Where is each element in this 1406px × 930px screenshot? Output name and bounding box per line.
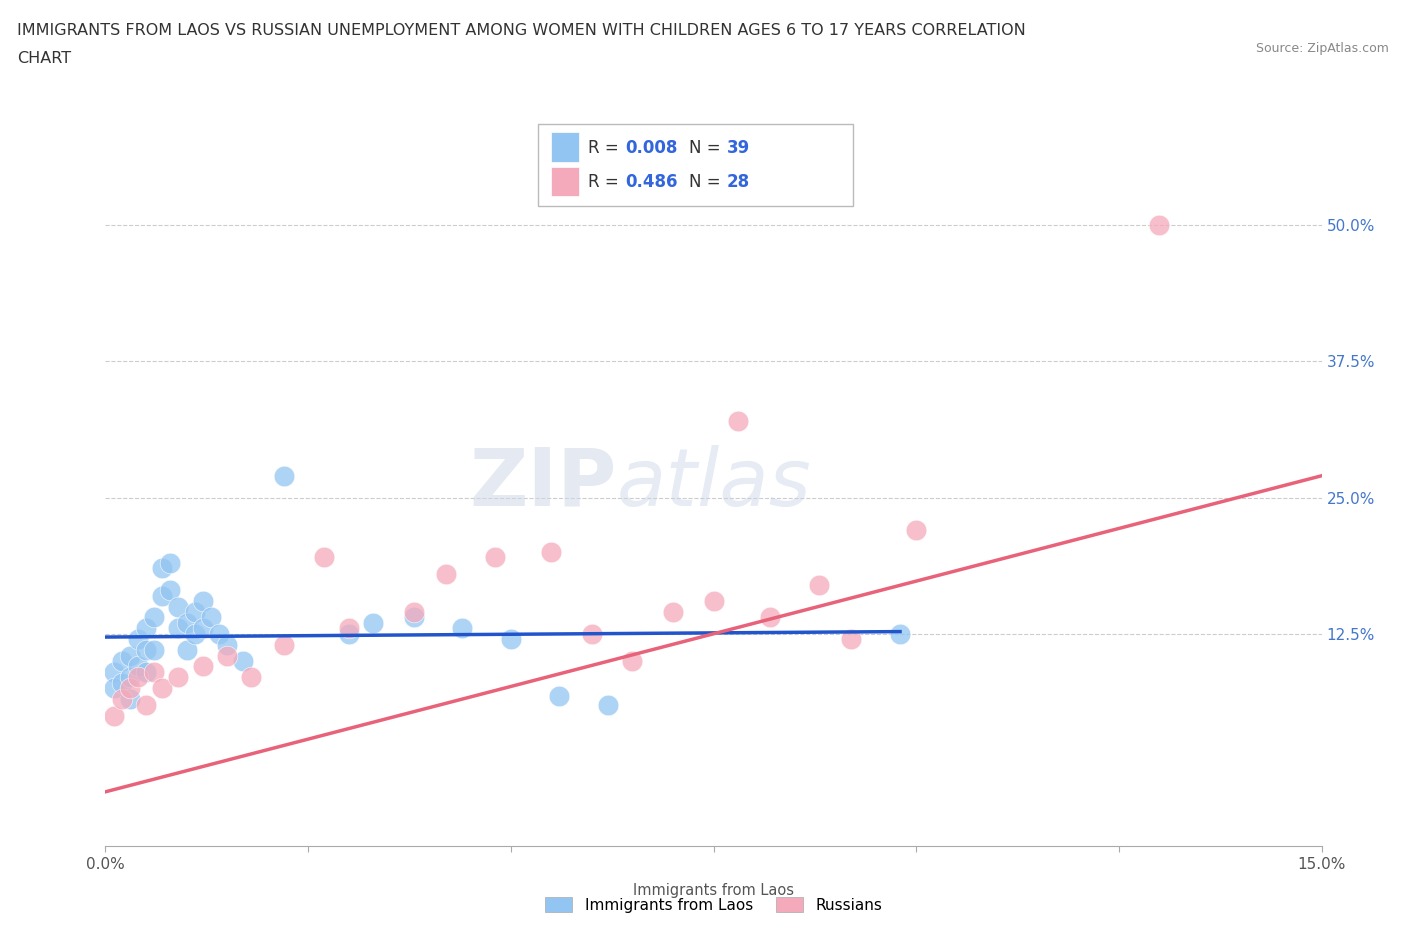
Point	[183, 604, 205, 619]
Point	[103, 681, 125, 696]
Point	[150, 561, 173, 576]
Point	[905, 523, 928, 538]
Point	[191, 659, 214, 674]
Text: N =: N =	[689, 174, 725, 192]
Point	[217, 637, 239, 652]
Point	[118, 681, 141, 696]
Text: 28: 28	[727, 174, 749, 192]
Point	[167, 670, 190, 684]
Point	[191, 621, 214, 636]
Point	[402, 610, 425, 625]
Point	[232, 654, 254, 669]
Point	[841, 631, 863, 646]
Point	[621, 654, 644, 669]
Point	[314, 550, 336, 565]
Point	[451, 621, 474, 636]
Point	[200, 610, 222, 625]
Point	[135, 698, 157, 712]
Point	[540, 545, 562, 560]
Point	[1149, 218, 1171, 232]
Point	[143, 665, 166, 680]
Point	[208, 626, 231, 641]
Point	[127, 659, 149, 674]
Point	[118, 692, 141, 707]
Point	[807, 578, 830, 592]
Text: atlas: atlas	[616, 445, 811, 523]
Point	[598, 698, 620, 712]
Point	[150, 681, 173, 696]
Point	[273, 469, 295, 484]
Text: 0.486: 0.486	[626, 174, 678, 192]
Point	[176, 616, 198, 631]
Point	[191, 593, 214, 608]
Point	[240, 670, 263, 684]
Point	[118, 670, 141, 684]
Point	[759, 610, 782, 625]
Point	[662, 604, 685, 619]
Point	[111, 675, 134, 690]
Text: 0.008: 0.008	[626, 139, 678, 156]
Text: R =: R =	[588, 174, 624, 192]
Point	[337, 626, 360, 641]
Point	[727, 414, 749, 429]
Point	[167, 621, 190, 636]
Point	[402, 604, 425, 619]
Point	[135, 665, 157, 680]
Point	[159, 555, 181, 570]
Point	[273, 637, 295, 652]
Point	[111, 692, 134, 707]
Text: Source: ZipAtlas.com: Source: ZipAtlas.com	[1256, 42, 1389, 55]
Point	[167, 599, 190, 614]
Point	[118, 648, 141, 663]
Text: ZIP: ZIP	[470, 445, 616, 523]
Point	[111, 654, 134, 669]
Point	[135, 643, 157, 658]
Text: R =: R =	[588, 139, 624, 156]
X-axis label: Immigrants from Laos: Immigrants from Laos	[633, 883, 794, 897]
Point	[103, 665, 125, 680]
Point	[159, 583, 181, 598]
Point	[581, 626, 603, 641]
Point	[548, 688, 571, 703]
Point	[702, 593, 725, 608]
Point	[434, 566, 457, 581]
Point	[183, 626, 205, 641]
Point	[499, 631, 522, 646]
Text: 39: 39	[727, 139, 751, 156]
Point	[361, 616, 384, 631]
Text: IMMIGRANTS FROM LAOS VS RUSSIAN UNEMPLOYMENT AMONG WOMEN WITH CHILDREN AGES 6 TO: IMMIGRANTS FROM LAOS VS RUSSIAN UNEMPLOY…	[17, 23, 1025, 38]
Point	[127, 631, 149, 646]
Point	[150, 588, 173, 603]
Point	[176, 643, 198, 658]
Legend: Immigrants from Laos, Russians: Immigrants from Laos, Russians	[538, 891, 889, 919]
Point	[103, 708, 125, 723]
Text: CHART: CHART	[17, 51, 70, 66]
Text: N =: N =	[689, 139, 725, 156]
Point	[143, 610, 166, 625]
Point	[484, 550, 506, 565]
Point	[337, 621, 360, 636]
Point	[135, 621, 157, 636]
Point	[127, 670, 149, 684]
Point	[143, 643, 166, 658]
Point	[889, 626, 911, 641]
Point	[217, 648, 239, 663]
